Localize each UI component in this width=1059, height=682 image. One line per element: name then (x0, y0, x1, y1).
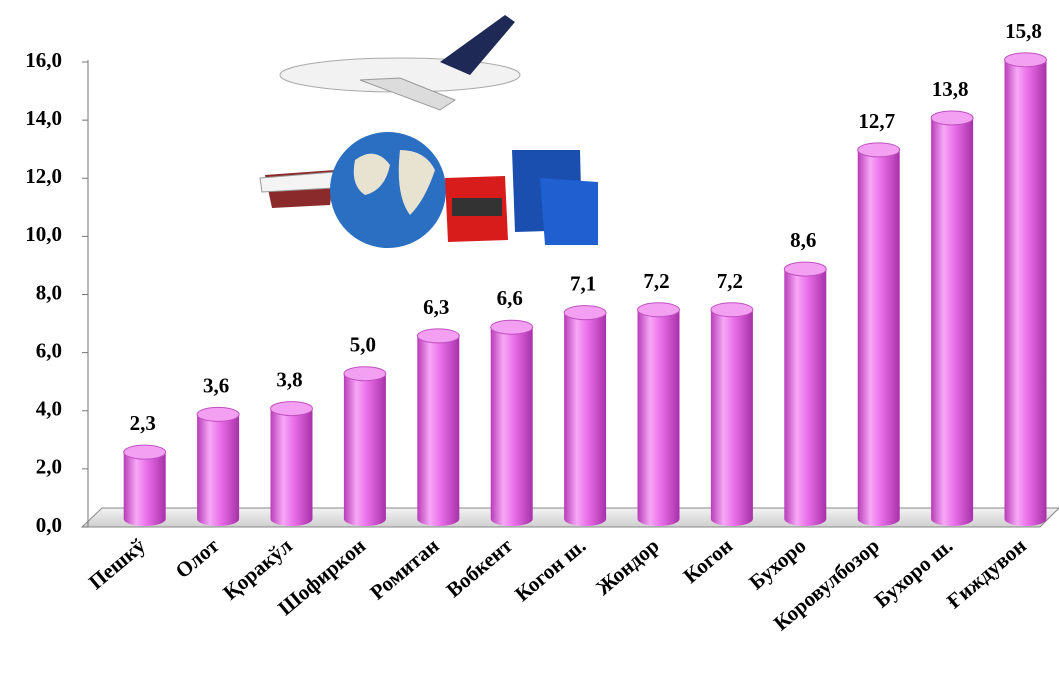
bar-bottom (1004, 512, 1047, 526)
y-tick-label: 4,0 (36, 397, 62, 421)
y-tick-label: 16,0 (25, 48, 62, 72)
x-tick-label: Жондор (591, 533, 664, 599)
bar-bottom (270, 512, 313, 526)
bar-top (563, 305, 607, 321)
bar (563, 305, 607, 526)
bar (123, 444, 167, 526)
bar-body (564, 312, 607, 519)
bar-top (783, 261, 827, 277)
bar-top (490, 319, 534, 335)
bar-bottom (931, 512, 974, 526)
bar (343, 366, 387, 526)
bar-top (196, 406, 240, 422)
bar-body (490, 327, 533, 519)
x-tick-label: Олот (171, 533, 224, 583)
value-label: 7,2 (717, 269, 743, 293)
value-label: 12,7 (858, 109, 895, 133)
bar-body (857, 149, 900, 519)
y-tick-label: 0,0 (36, 513, 62, 537)
value-label: 5,0 (350, 333, 376, 357)
illustration (250, 10, 600, 268)
bar-top (637, 302, 680, 318)
value-label: 15,8 (1005, 19, 1042, 43)
bar (416, 328, 460, 526)
value-label: 8,6 (790, 228, 816, 252)
bar (490, 319, 534, 526)
x-tick-label: Бухоро (744, 533, 810, 594)
bar-bottom (784, 512, 827, 526)
bar (930, 110, 974, 526)
x-tick-label: Вобкент (441, 533, 517, 602)
bar-bottom (343, 512, 386, 526)
value-label: 6,3 (423, 295, 449, 319)
bar-bottom (564, 512, 607, 526)
bar-body (417, 335, 460, 519)
x-tick-label: Пешкў (84, 533, 150, 594)
bar-top (416, 328, 460, 344)
bar-body (931, 117, 974, 519)
bar-top (343, 366, 387, 382)
bar-top (270, 401, 313, 417)
bar-bottom (417, 512, 460, 526)
x-tick-label: Бухоро ш. (870, 533, 958, 612)
value-label: 3,8 (276, 368, 302, 392)
value-label: 7,1 (570, 272, 596, 296)
value-label: 13,8 (932, 77, 969, 101)
bar-bottom (490, 512, 533, 526)
bar-top (710, 302, 754, 318)
bar (710, 302, 754, 526)
bar-bottom (637, 512, 680, 526)
bar (783, 261, 827, 526)
y-tick-label: 6,0 (36, 338, 62, 362)
y-tick-label: 2,0 (36, 455, 62, 479)
bar-bottom (710, 512, 753, 526)
bar (270, 401, 313, 526)
y-tick-label: 10,0 (25, 222, 62, 246)
y-tick-label: 12,0 (25, 164, 62, 188)
value-label: 6,6 (497, 286, 523, 310)
y-tick-label: 8,0 (36, 280, 62, 304)
bar-bottom (123, 512, 166, 526)
bar-top (930, 110, 974, 126)
value-label: 3,6 (203, 373, 229, 397)
x-tick-label: Ромитан (365, 533, 443, 604)
bar-body (784, 269, 827, 519)
x-tick-label: Когон ш. (510, 533, 590, 606)
bar-bottom (857, 512, 900, 526)
bar (857, 142, 901, 526)
bar-body (123, 452, 166, 519)
bar (637, 302, 680, 526)
bar-body (710, 309, 753, 519)
bar-bottom (197, 512, 240, 526)
bar-body (1004, 59, 1047, 519)
bar-top (123, 444, 167, 460)
bar (1004, 52, 1047, 526)
bar-body (197, 414, 240, 519)
bar-body (343, 373, 386, 519)
bar-top (1004, 52, 1047, 68)
x-tick-label: Ғиждувон (942, 533, 1031, 613)
value-label: 7,2 (643, 269, 669, 293)
bar-top (857, 142, 901, 158)
x-tick-label: Когон (679, 533, 738, 588)
y-tick-label: 14,0 (25, 106, 62, 130)
bar-body (637, 309, 680, 519)
bar-body (270, 408, 313, 519)
bar (196, 406, 240, 526)
value-label: 2,3 (130, 411, 156, 435)
